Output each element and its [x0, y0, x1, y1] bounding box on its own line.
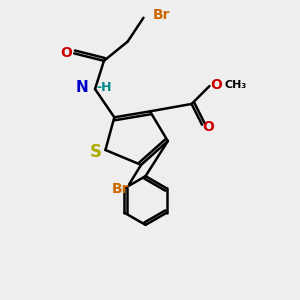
Text: Br: Br — [112, 182, 129, 196]
Text: CH₃: CH₃ — [225, 80, 247, 90]
Text: O: O — [60, 46, 72, 60]
Text: N: N — [76, 80, 88, 95]
Text: O: O — [210, 78, 222, 92]
Text: -H: -H — [97, 81, 112, 94]
Text: S: S — [90, 143, 102, 161]
Text: O: O — [202, 120, 214, 134]
Text: Br: Br — [153, 8, 170, 22]
